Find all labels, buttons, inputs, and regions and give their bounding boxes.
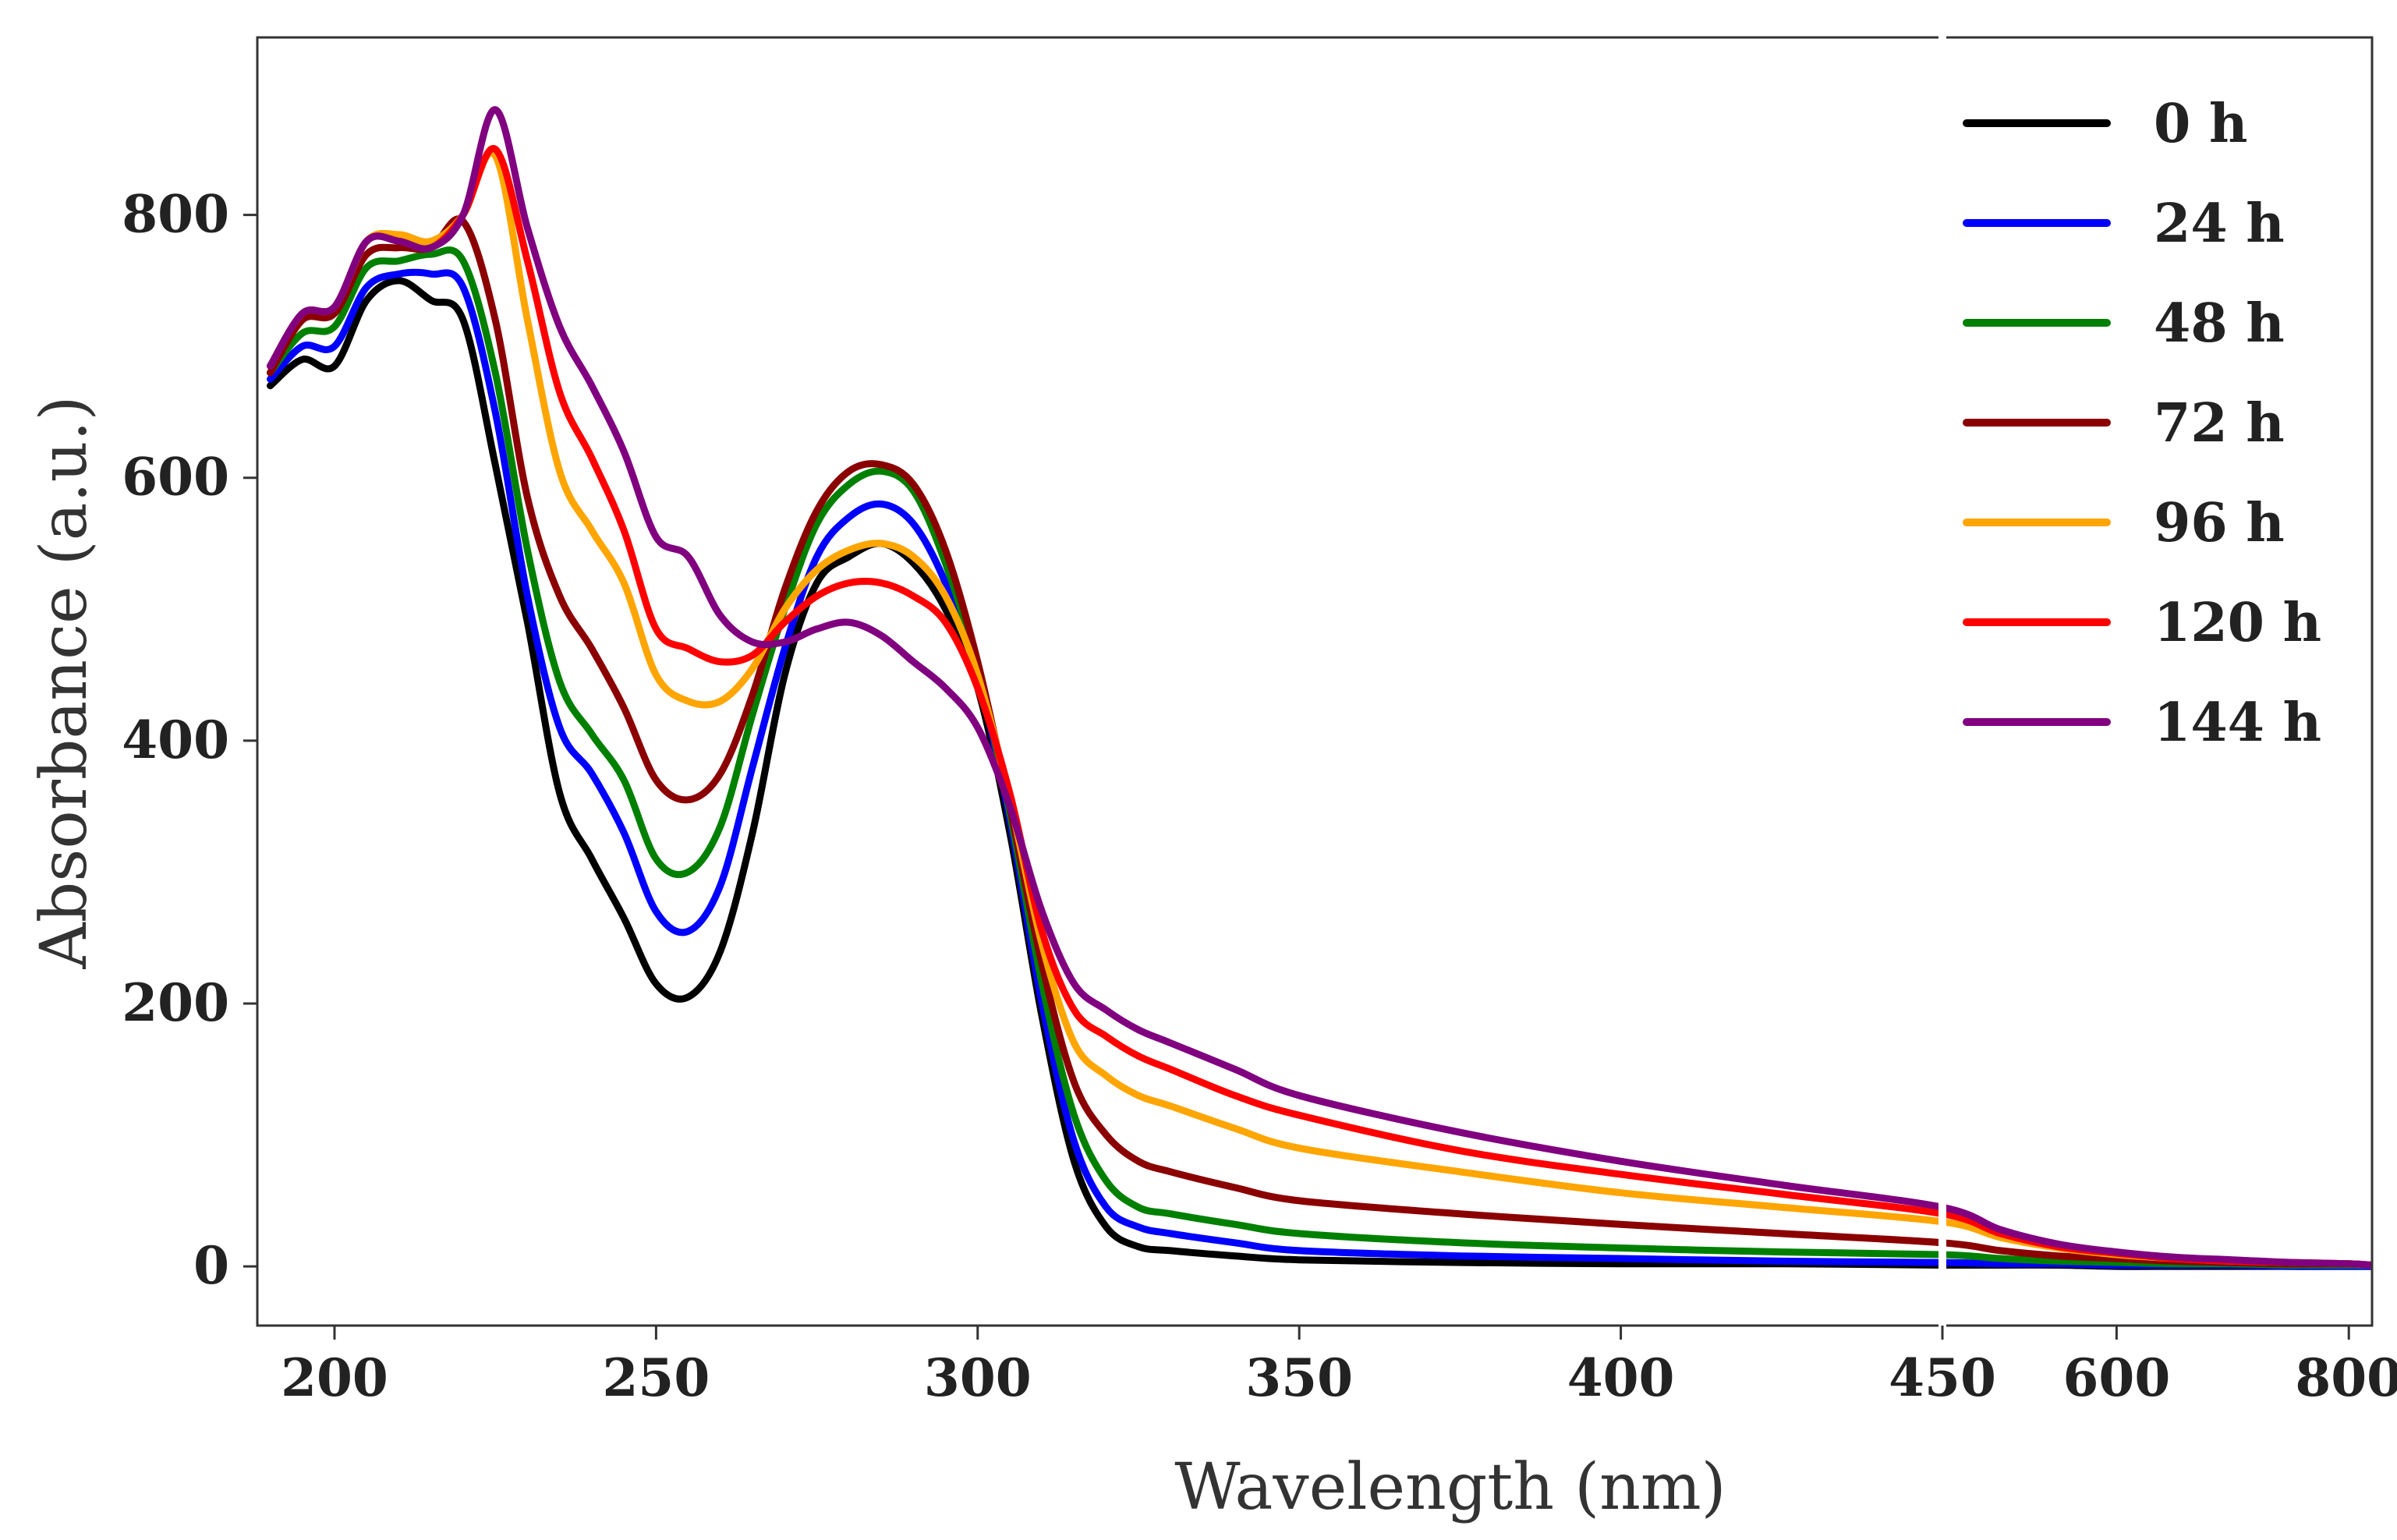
- y-tick-label: 800: [122, 184, 229, 245]
- y-tick-label: 0: [193, 1235, 229, 1296]
- y-axis-title: Absorbance (a.u.): [27, 396, 101, 970]
- x-tick-label: 450: [1889, 1347, 1996, 1408]
- x-axis-title: Wavelength (nm): [1174, 1450, 1726, 1524]
- x-tick-label: 600: [2062, 1347, 2170, 1408]
- legend-label: 72 h: [2154, 392, 2285, 455]
- series-line-120h: [267, 145, 2372, 1269]
- axis-break-top: [1938, 30, 1946, 48]
- series-line-48h: [267, 246, 2372, 1269]
- legend-label: 144 h: [2154, 692, 2321, 754]
- legend: 0 h 24 h 48 h 72 h 96 h 120 h 144 h: [1963, 93, 2321, 754]
- x-tick-label: 300: [924, 1347, 1032, 1408]
- plot-frame: [256, 36, 2374, 1327]
- series-line-144h: [267, 106, 2372, 1269]
- data-break-gap: [1938, 1193, 1946, 1318]
- series-line-96h: [267, 149, 2372, 1269]
- y-axis: 0 200 400 600 800: [122, 184, 257, 1296]
- axis-break: [1938, 30, 1946, 1333]
- x-tick-label: 250: [602, 1347, 710, 1408]
- legend-label: 120 h: [2154, 592, 2321, 654]
- x-tick-label: 400: [1567, 1347, 1675, 1408]
- x-tick-label: 350: [1245, 1347, 1353, 1408]
- axis-break-bottom: [1938, 1315, 1946, 1333]
- series-layer: [267, 106, 2372, 1270]
- legend-label: 48 h: [2154, 292, 2285, 355]
- y-tick-label: 400: [122, 710, 229, 770]
- x-tick-label: 200: [281, 1347, 388, 1408]
- y-tick-label: 600: [122, 447, 229, 508]
- legend-label: 96 h: [2154, 492, 2285, 554]
- x-tick-label: 800: [2295, 1347, 2397, 1408]
- legend-label: 0 h: [2154, 93, 2247, 155]
- legend-label: 24 h: [2154, 193, 2285, 255]
- y-tick-label: 200: [122, 972, 229, 1033]
- x-axis: 200 250 300 350 400 450 600 800: [281, 1326, 2397, 1408]
